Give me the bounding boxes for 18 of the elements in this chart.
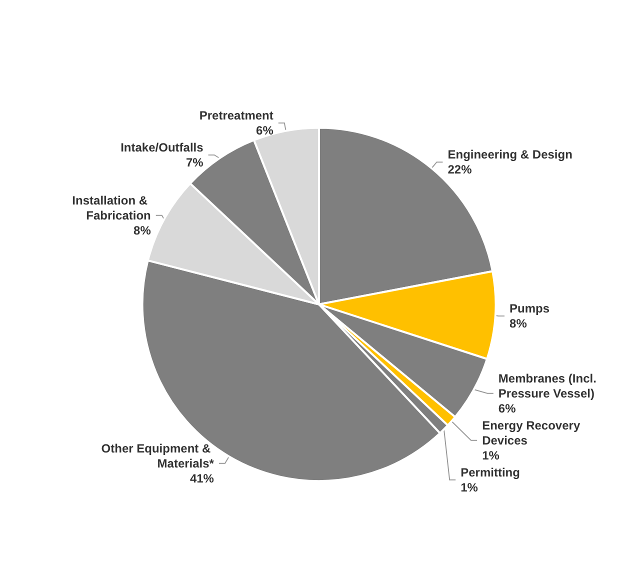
data-label: 8% <box>134 223 152 238</box>
data-label: 7% <box>186 155 204 170</box>
data-label: 41% <box>190 471 214 486</box>
data-label: 1% <box>482 448 500 462</box>
slice-label: Other Equipment & Materials* <box>101 441 214 470</box>
slice-label: Pretreatment <box>199 108 274 122</box>
slice-label: Pumps <box>510 301 550 316</box>
slice-label: Intake/Outfalls <box>120 140 204 154</box>
slice-label: Permitting <box>460 465 520 480</box>
data-label: 6% <box>498 401 516 416</box>
slice-label: Engineering & Design <box>448 148 572 162</box>
data-label: 8% <box>510 316 528 330</box>
slice-label: Energy Recovery Devices <box>482 418 584 448</box>
slice-label: Membranes (Incl. Pressure Vessel) <box>498 371 600 400</box>
data-label: 6% <box>256 123 274 138</box>
slice-label: Installation & Fabrication <box>72 193 151 222</box>
data-label: 22% <box>448 162 472 177</box>
data-label: 1% <box>460 480 478 494</box>
